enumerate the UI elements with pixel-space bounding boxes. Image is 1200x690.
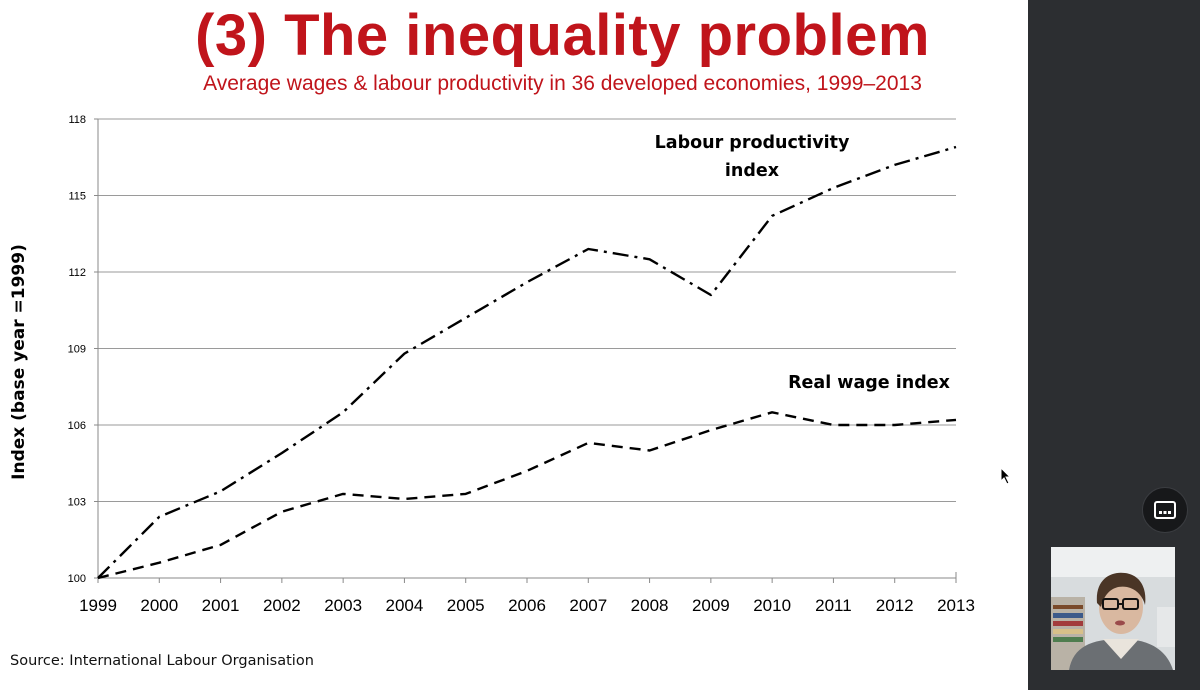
x-tick-label: 2011 [815, 596, 852, 615]
x-tick-labels: 1999 2000 2001 2002 2003 2004 2005 2006 2007 2008… [79, 596, 975, 615]
y-tick-label: 106 [68, 420, 86, 432]
slide-title: (3) The inequality problem [195, 3, 930, 68]
series-line-labour-productivity [97, 145, 957, 579]
y-tick-label: 115 [68, 191, 86, 203]
y-axis-label: Index (base year =1999) [9, 244, 29, 480]
x-tick-label: 1999 [79, 596, 117, 615]
presenter-image [1051, 547, 1175, 670]
series-label: Real wage index [788, 373, 951, 393]
x-tick-label: 2001 [202, 596, 240, 615]
source-note: Source: International Labour Organisatio… [10, 653, 314, 669]
y-tick-labels: 100 103 106 109 112 115 118 [68, 114, 86, 585]
y-tick-label: 103 [68, 497, 86, 509]
x-tick-label: 2010 [753, 596, 791, 615]
x-tick-label: 2000 [140, 596, 178, 615]
line-chart: 100 103 106 109 112 115 118 1999 2000 2001 2002 20… [9, 114, 975, 615]
mouse-cursor-icon [1000, 467, 1012, 485]
x-tick-label: 2012 [876, 596, 914, 615]
x-tick-label: 2006 [508, 596, 546, 615]
series-label: Labour productivity [655, 133, 850, 153]
x-tick-label: 2005 [447, 596, 485, 615]
presenter-video-thumbnail[interactable] [1051, 547, 1175, 670]
x-tick-label: 2008 [631, 596, 669, 615]
x-tick-label: 2002 [263, 596, 301, 615]
y-tick-label: 100 [68, 573, 86, 585]
series-label: index [725, 161, 780, 181]
x-tick-label: 2009 [692, 596, 730, 615]
grid-lines [98, 118, 956, 502]
x-tick-label: 2013 [937, 596, 975, 615]
axes [94, 118, 957, 583]
closed-caption-icon [1154, 501, 1176, 519]
x-tick-label: 2004 [386, 596, 424, 615]
y-tick-label: 112 [68, 267, 86, 279]
series-line-real-wage [97, 411, 957, 580]
y-tick-label: 109 [68, 344, 86, 356]
slide-subtitle: Average wages & labour productivity in 3… [203, 72, 922, 95]
y-tick-label: 118 [68, 114, 86, 126]
x-tick-label: 2007 [569, 596, 607, 615]
slide: (3) The inequality problem Average wages… [9, 3, 975, 669]
series-labels: Labour productivity index Real wage index [655, 133, 951, 393]
x-tick-label: 2003 [324, 596, 362, 615]
series-lines [97, 145, 957, 580]
closed-caption-button[interactable] [1142, 487, 1188, 533]
